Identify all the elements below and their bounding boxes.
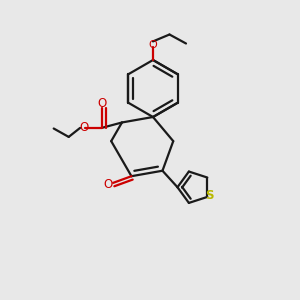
Text: O: O: [103, 178, 113, 191]
Text: O: O: [97, 97, 106, 110]
Text: S: S: [206, 189, 214, 202]
Text: O: O: [148, 40, 158, 50]
Text: O: O: [79, 122, 88, 134]
